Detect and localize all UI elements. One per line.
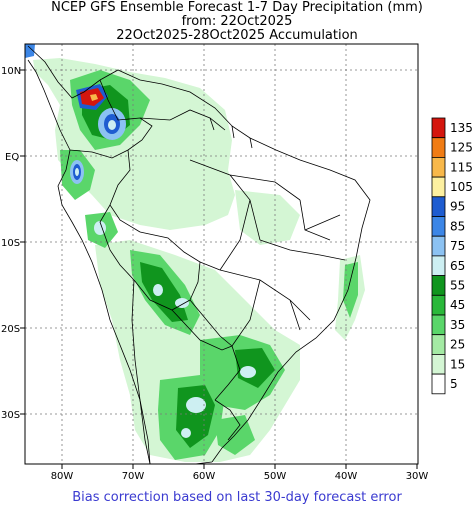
precip-blue-nw-corner (25, 44, 35, 58)
legend-swatch-3 (431, 176, 446, 198)
border-argentina-paraguay (171, 309, 233, 351)
legend-label-12: 15 (450, 357, 465, 371)
legend-swatch-4 (431, 196, 446, 217)
border-chile-argentina (131, 279, 151, 465)
precip-dark-green-bolivia (140, 262, 188, 322)
tick-marks (20, 69, 418, 469)
map-frame (24, 43, 419, 465)
precip-light-blue-bolivia (153, 284, 163, 296)
border-uruguay (214, 399, 241, 441)
border-peru-brazil (109, 149, 141, 233)
map-title: NCEP GFS Ensemble Forecast 1-7 Day Preci… (51, 0, 423, 15)
legend-swatch-9 (431, 294, 446, 316)
precip-light-blue-argentina (186, 397, 206, 413)
legend-swatch-7 (431, 255, 446, 276)
legend-label-10: 35 (450, 318, 465, 332)
legend-label-5: 85 (450, 219, 465, 233)
border-venezuela-brazil (139, 109, 226, 131)
country-boundaries (27, 45, 371, 465)
legend-swatch-13 (431, 373, 446, 395)
color-legend: 135 125 115 105 95 85 75 65 55 45 35 25 15 5 (431, 117, 473, 395)
precip-white-core-colombia (108, 120, 116, 130)
legend-swatch-2 (431, 156, 446, 178)
lon-label-70w: 70W (122, 471, 145, 482)
lon-label-40w: 40W (335, 471, 358, 482)
lon-label-60w: 60W (193, 471, 216, 482)
lon-label-50w: 50W (264, 471, 287, 482)
legend-swatch-6 (431, 235, 446, 257)
lat-label-eq: EQ (5, 152, 19, 163)
precip-dark-green-brazil-south (235, 348, 275, 388)
legend-label-11: 25 (450, 338, 465, 352)
legend-swatch-8 (431, 275, 446, 296)
border-argentina-brazil (214, 345, 241, 401)
legend-swatch-5 (431, 216, 446, 237)
border-bolivia-paraguay (133, 279, 191, 311)
legend-swatch-0 (431, 117, 446, 139)
legend-label-4: 95 (450, 200, 465, 214)
lat-label-10s: 10S (1, 238, 20, 249)
lat-label-30s: 30S (1, 410, 20, 421)
lat-label-10n: 10N (1, 66, 21, 77)
precip-light-blue-central (181, 428, 191, 438)
legend-swatch-1 (431, 137, 446, 158)
border-paraguay-brazil (189, 299, 233, 347)
precip-core-ecuador (75, 168, 79, 176)
lon-label-30w: 30W (406, 471, 429, 482)
bias-correction-note: Bias correction based on last 30-day for… (72, 490, 402, 505)
lat-label-20s: 20S (1, 324, 20, 335)
border-bolivia-brazil (139, 231, 201, 301)
legend-label-9: 45 (450, 298, 465, 312)
legend-label-7: 65 (450, 259, 465, 273)
precip-light-blue-parana (240, 366, 256, 378)
legend-label-2: 115 (450, 160, 473, 174)
precip-light-blue-chaco (175, 298, 189, 308)
legend-swatch-10 (431, 314, 446, 336)
precip-yellow-max-panama (90, 94, 98, 101)
legend-label-0: 135 (450, 121, 473, 135)
legend-label-8: 55 (450, 278, 465, 292)
grid-lines (25, 44, 418, 464)
legend-label-1: 125 (450, 141, 473, 155)
border-colombia-peru (69, 149, 129, 159)
accumulation-period: 22Oct2025-28Oct2025 Accumulation (116, 28, 358, 43)
legend-swatch-11 (431, 334, 446, 355)
precip-mid-green-coast (343, 262, 358, 318)
legend-swatch-12 (431, 353, 446, 375)
legend-label-13: 5 (450, 377, 458, 391)
brazil-states (189, 159, 346, 347)
legend-label-3: 105 (450, 180, 473, 194)
border-guianas (209, 117, 253, 149)
lon-label-80w: 80W (51, 471, 74, 482)
forecast-init-date: from: 22Oct2025 (181, 14, 293, 29)
legend-label-6: 75 (450, 239, 465, 253)
border-peru-bolivia (99, 204, 135, 281)
